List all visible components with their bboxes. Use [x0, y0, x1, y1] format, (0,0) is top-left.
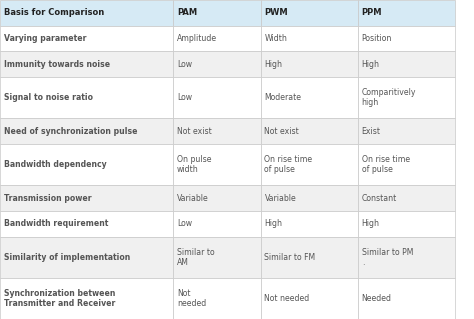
Text: Transmission power: Transmission power — [4, 194, 91, 203]
Text: PAM: PAM — [177, 8, 197, 17]
Text: Variable: Variable — [177, 194, 209, 203]
Bar — [358, 237, 455, 278]
Bar — [173, 185, 261, 211]
Text: Similar to
AM: Similar to AM — [177, 248, 214, 267]
Bar — [261, 77, 358, 118]
Text: High: High — [264, 60, 283, 69]
Bar — [261, 0, 358, 26]
Bar — [358, 144, 455, 185]
Bar — [261, 211, 358, 237]
Bar — [173, 77, 261, 118]
Text: Similar to FM: Similar to FM — [264, 253, 316, 262]
Text: Width: Width — [264, 34, 287, 43]
Text: High: High — [362, 60, 380, 69]
Text: Similar to PM
.: Similar to PM . — [362, 248, 413, 267]
Text: Similarity of implementation: Similarity of implementation — [4, 253, 130, 262]
Text: Bandwidth requirement: Bandwidth requirement — [4, 219, 108, 228]
Bar — [0, 51, 173, 77]
Bar — [261, 237, 358, 278]
Text: Immunity towards noise: Immunity towards noise — [4, 60, 110, 69]
Text: Needed: Needed — [362, 294, 392, 303]
Text: PWM: PWM — [264, 8, 288, 17]
Bar — [358, 185, 455, 211]
Bar — [0, 26, 173, 51]
Text: Not needed: Not needed — [264, 294, 310, 303]
Text: Position: Position — [362, 34, 392, 43]
Text: On pulse
width: On pulse width — [177, 155, 211, 174]
Bar — [0, 118, 173, 144]
Text: On rise time
of pulse: On rise time of pulse — [362, 155, 410, 174]
Bar — [261, 144, 358, 185]
Bar — [261, 278, 358, 319]
Bar — [173, 51, 261, 77]
Bar — [358, 26, 455, 51]
Text: Not
needed: Not needed — [177, 289, 206, 308]
Bar — [173, 118, 261, 144]
Text: Varying parameter: Varying parameter — [4, 34, 86, 43]
Text: Synchronization between
Transmitter and Receiver: Synchronization between Transmitter and … — [4, 289, 115, 308]
Bar — [173, 237, 261, 278]
Text: Moderate: Moderate — [264, 93, 301, 102]
Bar — [173, 26, 261, 51]
Text: Constant: Constant — [362, 194, 397, 203]
Text: High: High — [362, 219, 380, 228]
Text: Exist: Exist — [362, 127, 381, 136]
Bar — [358, 51, 455, 77]
Text: High: High — [264, 219, 283, 228]
Bar — [0, 278, 173, 319]
Bar — [358, 77, 455, 118]
Bar — [173, 144, 261, 185]
Bar — [0, 237, 173, 278]
Text: Bandwidth dependency: Bandwidth dependency — [4, 160, 107, 169]
Text: Amplitude: Amplitude — [177, 34, 217, 43]
Bar — [261, 118, 358, 144]
Text: On rise time
of pulse: On rise time of pulse — [264, 155, 313, 174]
Bar — [358, 118, 455, 144]
Bar — [0, 77, 173, 118]
Bar — [358, 0, 455, 26]
Text: Not exist: Not exist — [177, 127, 211, 136]
Bar — [358, 278, 455, 319]
Text: Need of synchronization pulse: Need of synchronization pulse — [4, 127, 137, 136]
Bar — [0, 185, 173, 211]
Text: Low: Low — [177, 219, 192, 228]
Text: PPM: PPM — [362, 8, 382, 17]
Bar — [0, 211, 173, 237]
Text: Basis for Comparison: Basis for Comparison — [4, 8, 104, 17]
Bar — [0, 144, 173, 185]
Text: Signal to noise ratio: Signal to noise ratio — [4, 93, 93, 102]
Text: Variable: Variable — [264, 194, 296, 203]
Bar — [261, 51, 358, 77]
Bar — [0, 0, 173, 26]
Text: Low: Low — [177, 60, 192, 69]
Bar — [173, 0, 261, 26]
Bar — [358, 211, 455, 237]
Bar — [261, 26, 358, 51]
Text: Not exist: Not exist — [264, 127, 299, 136]
Text: Comparitively
high: Comparitively high — [362, 88, 416, 108]
Bar — [173, 278, 261, 319]
Bar — [261, 185, 358, 211]
Text: Low: Low — [177, 93, 192, 102]
Bar — [173, 211, 261, 237]
